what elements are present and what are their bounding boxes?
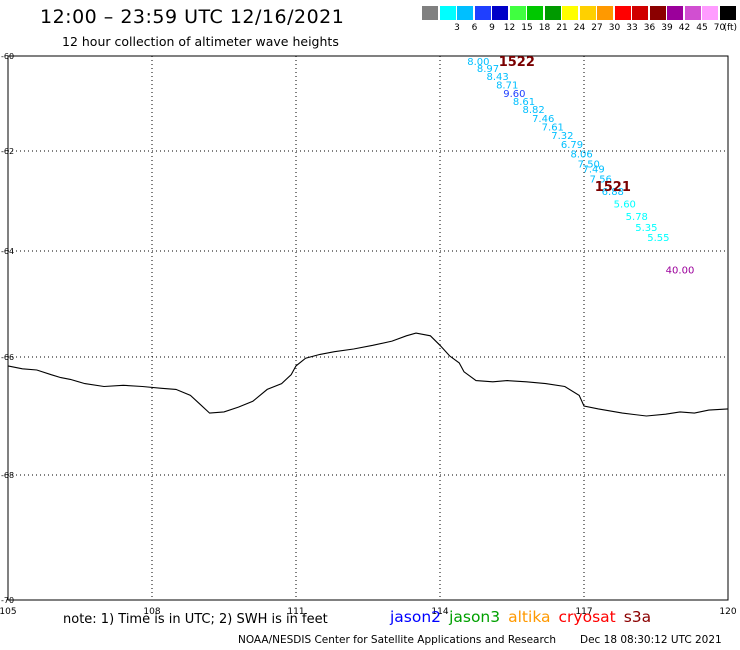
y-tick-label: -66 (1, 353, 14, 362)
x-tick-label: 117 (575, 607, 592, 617)
legend-swatch (579, 6, 597, 20)
legend-label: 15 (521, 23, 533, 33)
legend-swatch (632, 6, 649, 20)
legend-swatch (492, 6, 509, 20)
y-tick-label: -68 (1, 471, 14, 480)
y-tick-label: -62 (1, 147, 14, 156)
legend-swatch (509, 6, 527, 20)
chart-subtitle: 12 hour collection of altimeter wave hei… (62, 34, 339, 49)
legend-swatch (527, 6, 544, 20)
y-tick-label: -70 (1, 596, 14, 605)
mission-label: s3a (623, 608, 652, 626)
x-tick-label: 111 (287, 607, 304, 617)
legend-label: 36 (643, 23, 656, 33)
legend-swatch (614, 6, 632, 20)
legend-label: 27 (591, 23, 603, 33)
swh-label: 7.49 (582, 165, 604, 176)
swh-label: 5.60 (614, 200, 636, 211)
swh-label: 5.55 (647, 233, 669, 244)
swh-label: 8.00 (467, 57, 489, 68)
legend-swatch (474, 6, 492, 20)
legend-label: 6 (471, 23, 478, 33)
y-tick-label: -60 (1, 52, 14, 61)
footer-note: note: 1) Time is in UTC; 2) SWH is in fe… (63, 612, 328, 627)
swh-label: 8.97 (477, 64, 499, 75)
swh-label: 8.06 (570, 150, 592, 161)
swh-label: 6.88 (602, 187, 624, 198)
x-tick-label: 120 (719, 607, 736, 617)
y-tick-label: -64 (1, 247, 14, 256)
track-id-label: 1522 (499, 55, 535, 70)
legend-swatch (439, 6, 457, 20)
legend-label: 39 (661, 23, 673, 33)
generated-timestamp: Dec 18 08:30:12 UTC 2021 (580, 634, 722, 646)
legend-label: 70 (713, 23, 726, 33)
legend-swatch (684, 6, 702, 20)
legend-label: 33 (626, 23, 638, 33)
legend-label: 12 (503, 23, 516, 33)
plot-frame (7, 55, 729, 601)
legend-label: 18 (538, 23, 551, 33)
swh-label: 6.79 (561, 140, 583, 151)
mission-label: cryosat (558, 608, 616, 626)
swh-label: 8.82 (522, 105, 544, 116)
legend-swatch (597, 6, 614, 20)
legend-swatch (649, 6, 667, 20)
coastline (7, 332, 729, 417)
legend-label: 30 (608, 23, 621, 33)
mission-legend: jason2 jason3 altika cryosat s3a (390, 608, 659, 626)
legend-swatch (667, 6, 684, 20)
legend-swatch (544, 6, 562, 20)
mission-label: jason3 (449, 608, 501, 626)
legend-swatch (719, 6, 737, 20)
swh-label: 7.46 (532, 114, 554, 125)
legend-label: 45 (696, 23, 708, 33)
legend-unit: (ft) (723, 23, 738, 33)
legend-swatch (702, 6, 719, 20)
legend-swatch (457, 6, 474, 20)
x-tick-label: 105 (0, 607, 17, 617)
swh-label: 7.32 (551, 131, 573, 142)
x-tick-label: 114 (431, 607, 448, 617)
chart-title: 12:00 – 23:59 UTC 12/16/2021 (40, 6, 345, 28)
swh-label: 7.61 (542, 122, 564, 133)
swh-label: 9.60 (503, 89, 525, 100)
legend-label: 9 (489, 23, 495, 33)
x-tick-label: 108 (143, 607, 160, 617)
legend-swatch (422, 6, 439, 20)
swh-label: 5.78 (626, 212, 648, 223)
legend-label: 3 (454, 23, 460, 33)
swh-label: 8.71 (496, 81, 518, 92)
swh-label: 40.00 (666, 266, 695, 277)
legend-swatch (562, 6, 579, 20)
legend-label: 42 (678, 23, 691, 33)
swh-label: 7.56 (590, 175, 612, 186)
legend-label: 24 (573, 23, 586, 33)
mission-label: jason2 (390, 608, 442, 626)
legend-label: 21 (556, 23, 568, 33)
mission-label: altika (508, 608, 551, 626)
swh-label: 7.50 (578, 160, 600, 171)
swh-label: 8.61 (513, 97, 535, 108)
swh-label: 8.43 (486, 72, 508, 83)
credit-line: NOAA/NESDIS Center for Satellite Applica… (238, 634, 556, 646)
swh-label: 5.35 (635, 223, 657, 234)
track-id-label: 1521 (595, 180, 631, 195)
